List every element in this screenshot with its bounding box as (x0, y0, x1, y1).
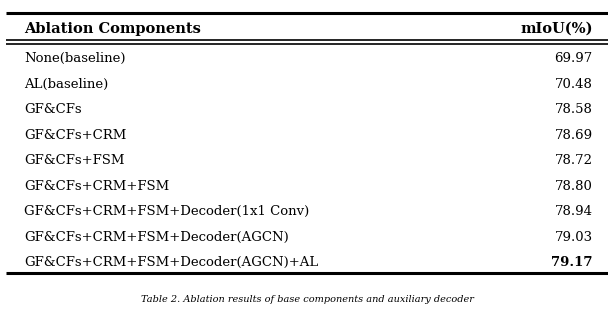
Text: GF&CFs+CRM: GF&CFs+CRM (24, 129, 126, 142)
Text: AL(baseline): AL(baseline) (24, 78, 109, 91)
Text: mIoU(%): mIoU(%) (520, 22, 593, 36)
Text: 78.94: 78.94 (555, 205, 593, 218)
Text: GF&CFs+CRM+FSM: GF&CFs+CRM+FSM (24, 180, 169, 193)
Text: Table 2. Ablation results of base components and auxiliary decoder: Table 2. Ablation results of base compon… (141, 295, 473, 304)
Text: GF&CFs: GF&CFs (24, 103, 82, 116)
Text: 79.03: 79.03 (554, 230, 593, 244)
Text: None(baseline): None(baseline) (24, 52, 126, 65)
Text: 79.17: 79.17 (551, 256, 593, 269)
Text: GF&CFs+CRM+FSM+Decoder(AGCN): GF&CFs+CRM+FSM+Decoder(AGCN) (24, 230, 289, 244)
Text: 78.69: 78.69 (554, 129, 593, 142)
Text: 78.72: 78.72 (555, 154, 593, 167)
Text: Ablation Components: Ablation Components (24, 22, 201, 36)
Text: GF&CFs+CRM+FSM+Decoder(1x1 Conv): GF&CFs+CRM+FSM+Decoder(1x1 Conv) (24, 205, 309, 218)
Text: 69.97: 69.97 (554, 52, 593, 65)
Text: 78.80: 78.80 (555, 180, 593, 193)
Text: GF&CFs+CRM+FSM+Decoder(AGCN)+AL: GF&CFs+CRM+FSM+Decoder(AGCN)+AL (24, 256, 319, 269)
Text: 78.58: 78.58 (555, 103, 593, 116)
Text: 70.48: 70.48 (555, 78, 593, 91)
Text: GF&CFs+FSM: GF&CFs+FSM (24, 154, 125, 167)
